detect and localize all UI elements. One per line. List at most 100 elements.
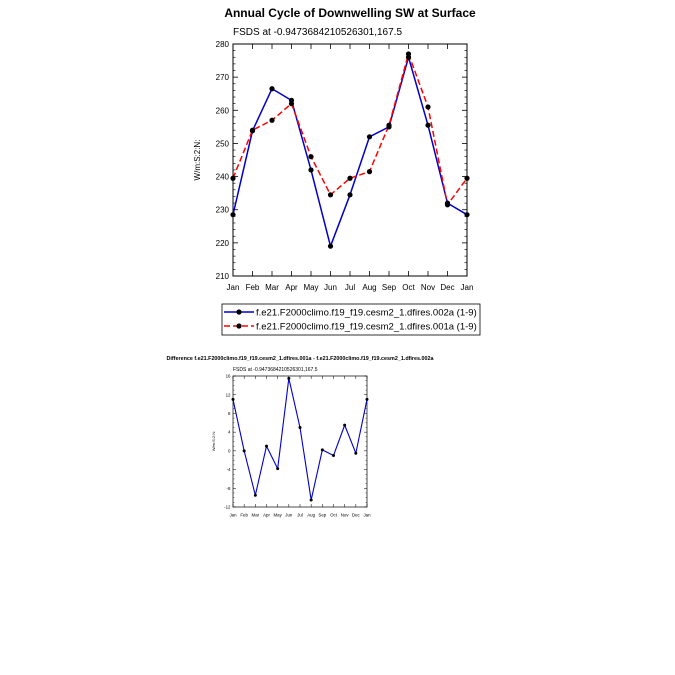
- main-point-series-2: [425, 104, 431, 110]
- diff-xtick-label: Jul: [297, 513, 303, 518]
- diff-xtick-label: Sep: [318, 513, 326, 518]
- main-chart: Annual Cycle of Downwelling SW at Surfac…: [193, 6, 476, 292]
- main-point-series-1: [269, 86, 275, 92]
- main-point-series-2: [288, 101, 295, 107]
- difference-chart-subtitle: FSDS at -0.9473684210526301,167.5: [233, 367, 318, 373]
- main-plot-frame: [232, 43, 468, 277]
- main-xtick-label: Nov: [421, 283, 435, 292]
- diff-series-line-1: [232, 377, 368, 501]
- main-point-series-2: [249, 127, 256, 133]
- diff-xtick-label: Mar: [252, 513, 260, 518]
- main-ytick-label: 250: [216, 139, 230, 148]
- diff-point-series-1: [242, 449, 246, 453]
- difference-chart-title: Difference f.e21.F2000climo.f19_f19.cesm…: [167, 356, 435, 362]
- main-point-series-2: [327, 192, 334, 198]
- diff-xtick-label: Aug: [307, 513, 315, 518]
- diff-ytick-label: 0: [228, 448, 231, 453]
- legend-label-series-1: f.e21.F2000climo.f19_f19.cesm2_1.dfires.…: [256, 308, 477, 319]
- main-point-series-1: [425, 122, 431, 128]
- diff-point-series-1: [365, 397, 369, 401]
- main-xtick-label: Jan: [227, 283, 240, 292]
- main-point-series-2: [464, 175, 470, 181]
- main-xtick-label: May: [303, 283, 318, 292]
- main-point-series-1: [366, 134, 373, 140]
- main-chart-subtitle: FSDS at -0.9473684210526301,167.5: [233, 27, 402, 38]
- main-ytick-label: 270: [216, 73, 230, 82]
- legend-marker-series-1: [236, 309, 242, 315]
- main-series-layer: [230, 51, 470, 249]
- diff-point-series-1: [320, 448, 324, 452]
- diff-xtick-label: Oct: [330, 513, 338, 518]
- main-xtick-label: Jan: [461, 283, 474, 292]
- main-ytick-label: 240: [216, 173, 230, 182]
- main-point-series-2: [366, 169, 373, 175]
- legend-marker-series-2: [236, 323, 242, 329]
- main-point-series-1: [464, 212, 470, 218]
- diff-point-series-1: [298, 425, 302, 429]
- main-point-series-1: [327, 243, 334, 249]
- main-point-series-2: [269, 117, 275, 123]
- main-ytick-label: 230: [216, 206, 230, 215]
- main-axis-ticks: 210 220 230 240 250 260 270 280 Jan Feb Mar Apr May J…: [216, 40, 474, 292]
- diff-xtick-label: Jan: [229, 513, 237, 518]
- diff-xtick-label: Jan: [363, 513, 371, 518]
- diff-point-series-1: [354, 451, 358, 455]
- diff-xtick-label: Dec: [352, 513, 361, 518]
- main-xtick-label: Mar: [265, 283, 279, 292]
- diff-xtick-label: May: [274, 513, 283, 518]
- main-point-series-2: [386, 122, 392, 128]
- main-xtick-label: Oct: [402, 283, 415, 292]
- main-series-line-2: [232, 53, 468, 206]
- diff-point-series-1: [343, 423, 347, 427]
- diff-ytick-label: -12: [224, 505, 231, 510]
- main-ytick-label: 220: [216, 239, 230, 248]
- diff-xtick-label: Feb: [240, 513, 248, 518]
- diff-ytick-label: 8: [228, 411, 231, 416]
- main-ytick-label: 260: [216, 106, 230, 115]
- diff-point-series-1: [253, 493, 257, 497]
- diff-xtick-label: Jun: [285, 513, 293, 518]
- diff-point-series-1: [231, 397, 235, 401]
- main-xtick-label: Aug: [362, 283, 376, 292]
- legend-entry-series-2: f.e21.F2000climo.f19_f19.cesm2_1.dfires.…: [224, 322, 477, 333]
- main-point-series-2: [405, 51, 412, 57]
- main-xtick-label: Jul: [345, 283, 355, 292]
- diff-point-series-1: [309, 498, 313, 502]
- main-xtick-label: Sep: [382, 283, 397, 292]
- diff-xtick-label: Nov: [341, 513, 350, 518]
- diff-point-series-1: [287, 376, 291, 380]
- diff-point-series-1: [276, 467, 280, 471]
- main-xtick-label: Dec: [440, 283, 454, 292]
- difference-chart: Difference f.e21.F2000climo.f19_f19.cesm…: [167, 356, 435, 518]
- difference-y-axis-label: W/m:S:2:N:: [211, 431, 216, 451]
- diff-xtick-label: Apr: [263, 513, 270, 518]
- main-point-series-2: [444, 202, 451, 208]
- diff-ytick-label: -8: [227, 486, 231, 491]
- main-chart-title: Annual Cycle of Downwelling SW at Surfac…: [224, 6, 476, 20]
- main-point-series-2: [347, 175, 353, 181]
- main-ytick-label: 210: [216, 272, 230, 281]
- legend-label-series-2: f.e21.F2000climo.f19_f19.cesm2_1.dfires.…: [256, 322, 477, 333]
- main-xtick-label: Feb: [246, 283, 260, 292]
- diff-point-series-1: [265, 444, 268, 448]
- main-xtick-label: Apr: [285, 283, 298, 292]
- diff-ytick-label: 4: [228, 430, 231, 435]
- main-point-series-1: [308, 167, 314, 173]
- diff-point-series-1: [332, 454, 335, 458]
- diff-ytick-label: 16: [226, 374, 231, 379]
- main-xtick-label: Jun: [324, 283, 337, 292]
- main-point-series-2: [230, 175, 236, 181]
- main-legend: f.e21.F2000climo.f19_f19.cesm2_1.dfires.…: [221, 303, 481, 336]
- main-y-axis-label: W/m:S:2:N:: [193, 140, 202, 181]
- diff-ytick-label: 12: [226, 392, 231, 397]
- main-series-line-1: [232, 56, 468, 247]
- legend-box: [221, 303, 481, 336]
- diff-ytick-label: -4: [227, 467, 231, 472]
- main-ytick-label: 280: [216, 40, 230, 49]
- main-point-series-2: [308, 154, 314, 160]
- legend-entry-series-1: f.e21.F2000climo.f19_f19.cesm2_1.dfires.…: [224, 308, 477, 319]
- difference-series-layer: [231, 376, 369, 502]
- main-point-series-1: [230, 212, 236, 218]
